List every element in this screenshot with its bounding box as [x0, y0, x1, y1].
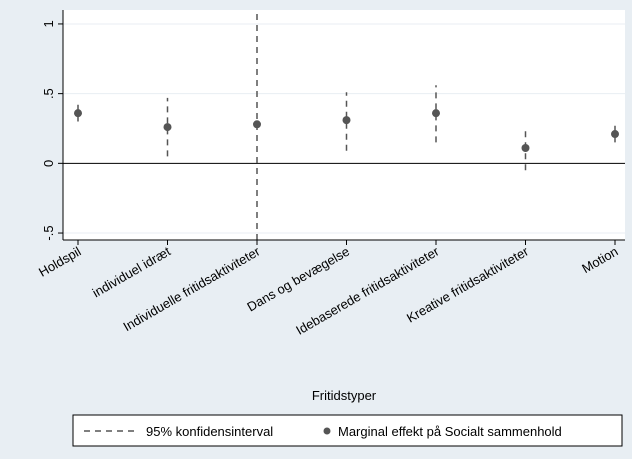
- x-tick-label: Idebaserede fritidsaktiviteter: [293, 243, 442, 338]
- x-tick-label: Holdspil: [36, 244, 84, 280]
- y-tick-label: 1: [41, 20, 56, 27]
- plot-area: [63, 10, 625, 240]
- x-axis-title: Fritidstyper: [312, 388, 377, 403]
- data-point: [521, 144, 530, 152]
- data-point: [253, 120, 261, 129]
- legend-ci-label: 95% konfidensinterval: [146, 424, 273, 439]
- legend-marker-label: Marginal effekt på Socialt sammenhold: [338, 424, 562, 439]
- data-points: [74, 109, 619, 152]
- x-tick-label: individuel idræt: [90, 243, 174, 300]
- legend: 95% konfidensinterval Marginal effekt på…: [72, 414, 623, 447]
- x-tick-label: Motion: [579, 244, 620, 277]
- grid-lines: [63, 23, 625, 234]
- data-point: [163, 123, 172, 132]
- legend-box: [72, 414, 623, 447]
- data-point: [432, 109, 440, 118]
- y-tick-label: 0: [41, 160, 56, 167]
- y-tick-label: .5: [41, 88, 56, 99]
- data-point: [74, 109, 82, 118]
- data-point: [611, 130, 619, 139]
- y-tick-label: -.5: [41, 225, 56, 240]
- y-axis-ticks: -.5 0 .5 1: [41, 20, 63, 241]
- data-point: [342, 116, 351, 125]
- legend-marker-swatch: [323, 427, 331, 435]
